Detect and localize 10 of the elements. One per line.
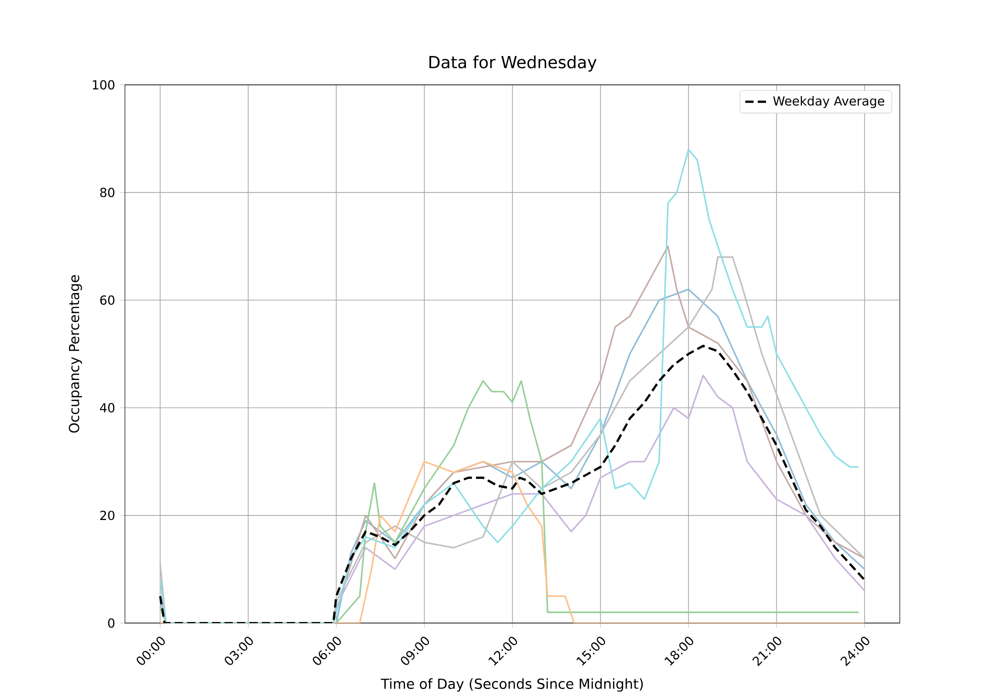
y-tick-label: 80	[100, 188, 114, 198]
legend-label: Weekday Average	[773, 96, 884, 108]
y-tick-label: 0	[108, 618, 114, 628]
y-tick-label: 20	[100, 510, 114, 520]
y-axis-title: Occupancy Percentage	[68, 275, 82, 433]
x-axis-title: Time of Day (Seconds Since Midnight)	[380, 678, 643, 692]
chart-title: Data for Wednesday	[429, 56, 597, 72]
y-tick-label: 100	[92, 80, 114, 90]
y-tick-label: 40	[100, 403, 114, 412]
y-tick-label: 60	[100, 295, 114, 305]
